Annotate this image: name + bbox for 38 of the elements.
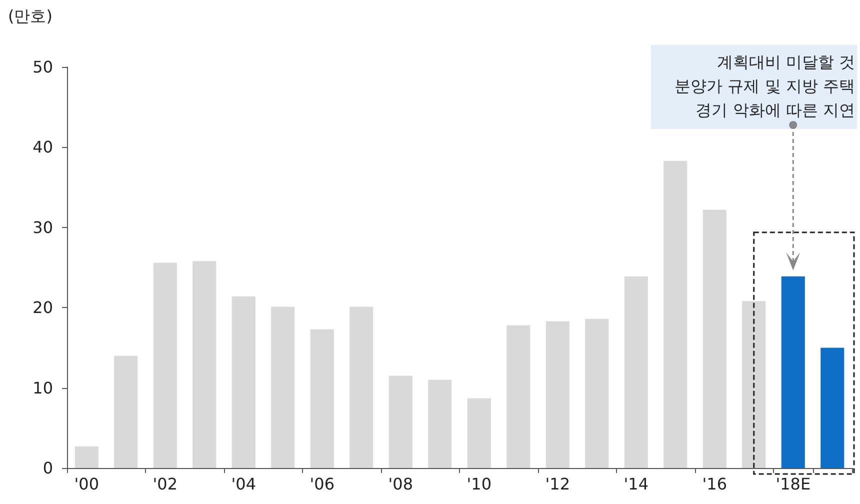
x-tick-label: '04 (231, 474, 256, 494)
y-tick-label: 50 (32, 58, 53, 76)
x-tick-label: '16 (702, 474, 728, 494)
bar (74, 446, 98, 468)
x-tick-label: '00 (74, 474, 100, 494)
bar (114, 356, 138, 468)
y-tick-label: 30 (32, 218, 53, 237)
y-tick-label: 20 (32, 298, 53, 318)
bar (350, 306, 374, 468)
bar (585, 318, 609, 468)
y-axis-title: (만호) (8, 6, 52, 26)
bar (664, 160, 688, 468)
bar (546, 321, 570, 468)
bar (271, 306, 295, 468)
bar (153, 262, 177, 468)
x-tick-label: '10 (466, 474, 492, 494)
y-tick-label: 10 (32, 378, 53, 398)
bar (192, 261, 216, 468)
bar (467, 398, 491, 468)
bar (702, 210, 726, 468)
x-tick-label: '18E (776, 474, 811, 494)
x-tick-label: '14 (624, 474, 649, 494)
bar (428, 380, 452, 468)
x-tick-label: '02 (152, 474, 178, 494)
bar (742, 301, 766, 468)
bar (781, 276, 805, 468)
annotation: 계획대비 미달할 것 분양가 규제 및 지방 주택 경기 악화에 따른 지연 (674, 52, 855, 120)
bar (388, 376, 412, 468)
bar (232, 296, 256, 468)
bar (310, 329, 334, 468)
y-tick-label: 40 (32, 138, 53, 157)
x-tick-label: '06 (310, 474, 335, 494)
x-tick-label: '08 (388, 474, 414, 494)
x-tick-label: '12 (545, 474, 570, 494)
y-tick-label: 0 (42, 458, 53, 478)
bar (624, 276, 648, 468)
bar (506, 325, 530, 468)
bar (820, 348, 844, 468)
